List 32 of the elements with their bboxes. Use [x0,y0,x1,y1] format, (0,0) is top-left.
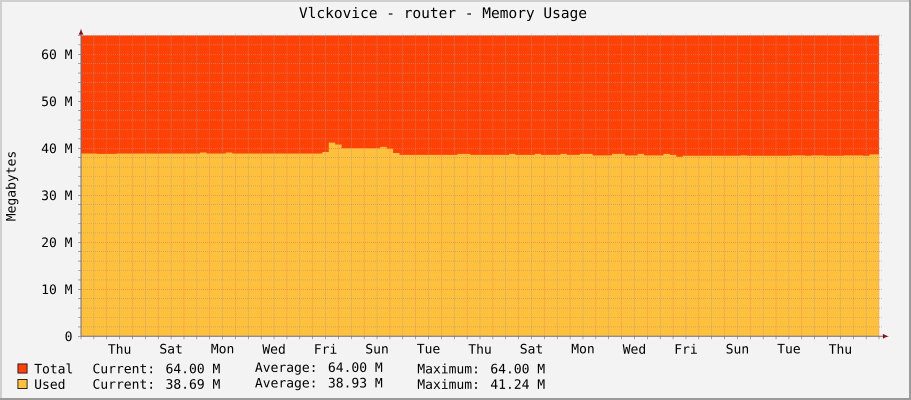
x-tick-label: Wed [622,344,645,354]
y-tick-label: 0 [65,331,72,342]
chart-title: Vlckovice - router - Memory Usage [299,6,586,22]
legend-label: Total [34,363,72,374]
x-tick-label: Wed [262,344,285,354]
x-tick-label: Sat [520,344,542,354]
x-tick-label: Sat [160,344,182,354]
y-tick-label: 50 M [42,96,72,106]
y-tick-label: 60 M [42,49,72,60]
text: Average: 38.93 M [255,378,382,390]
y-tick-label: 40 M [42,143,72,154]
x-tick-label: Fri [676,344,697,354]
x-tick-label: Thu [468,344,491,354]
x-tick-label: Tue [417,344,440,354]
y-tick-label: 10 M [42,284,72,294]
text: Average: 64.00 M [255,362,382,375]
x-tick-label: Thu [108,344,130,354]
legend-label: Used [35,378,64,390]
y-tick-label: 30 M [42,190,72,200]
text: Current: 64.00 M [93,364,220,374]
x-tick-label: Mon [211,344,234,354]
x-tick-label: Mon [572,344,594,354]
x-tick-label: Thu [828,344,851,354]
text: Maximum: 41.24 M [418,378,545,390]
x-tick-label: Sun [726,344,748,354]
text: Maximum: 64.00 M [418,363,545,374]
x-tick-label: Fri [315,344,336,354]
x-tick-label: Sun [366,344,388,354]
text: Current: 38.69 M [93,379,220,389]
y-tick-label: 20 M [42,237,72,248]
x-tick-label: Tue [777,344,800,354]
y-axis-title: Megabytes [6,152,18,221]
